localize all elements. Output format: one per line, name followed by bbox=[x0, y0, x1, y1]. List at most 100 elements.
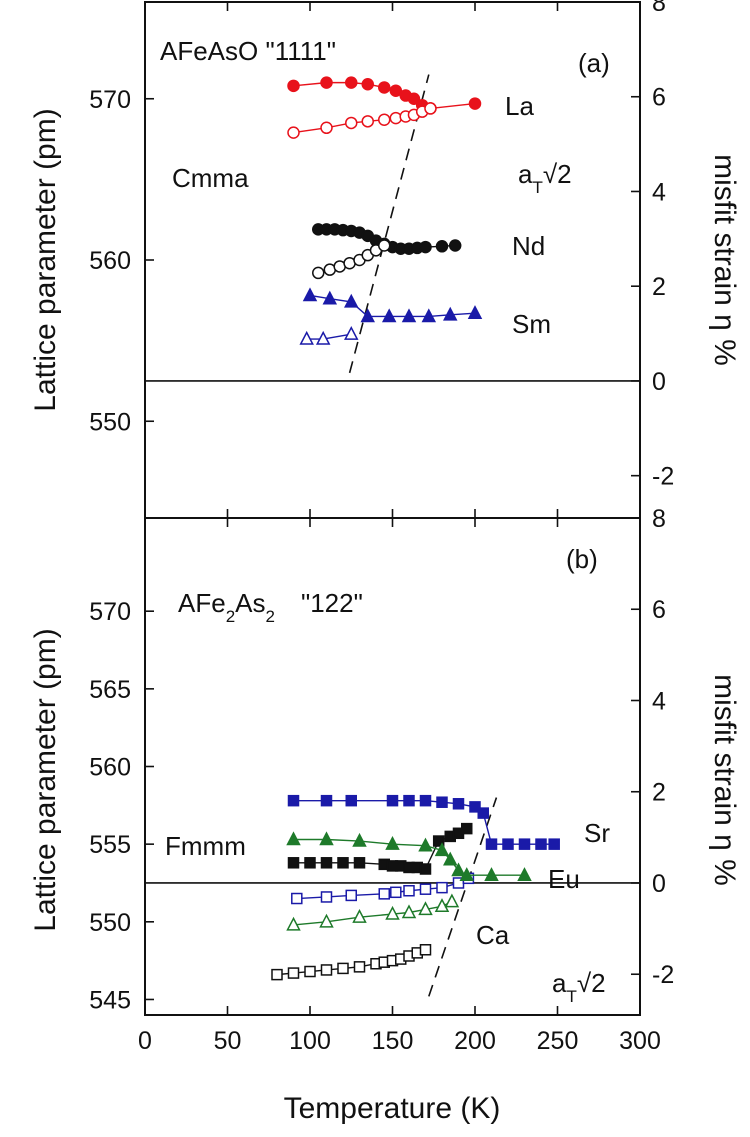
a-y-tick-label: 550 bbox=[89, 408, 131, 436]
a-series-1-point bbox=[320, 121, 333, 135]
b-y2-tick-label: 8 bbox=[652, 505, 666, 533]
a-series-1-point bbox=[424, 102, 437, 115]
a-y-tick-label: 570 bbox=[89, 86, 131, 114]
b-series-4-point bbox=[443, 851, 458, 866]
b-series-4-point bbox=[434, 842, 450, 857]
b-series-0-point bbox=[485, 838, 498, 850]
b-series-2-point bbox=[337, 857, 349, 869]
sr-label: Sr bbox=[584, 818, 610, 848]
b-series-4-point bbox=[459, 867, 474, 881]
ca-label: Ca bbox=[476, 920, 510, 950]
a-series-5-point bbox=[299, 330, 314, 345]
panel-a-y2-label: misfit strain η % bbox=[708, 154, 741, 366]
x-tick-label: 100 bbox=[289, 1027, 331, 1055]
a-series-0-point bbox=[320, 76, 333, 89]
x-tick-label: 300 bbox=[619, 1027, 661, 1055]
b-series-1-point bbox=[436, 881, 448, 894]
b-series-5-point bbox=[286, 916, 301, 931]
a-series-0-point bbox=[389, 84, 403, 97]
b-series-2-point bbox=[419, 863, 432, 875]
a-series-0-point bbox=[345, 76, 358, 89]
a-series-0-point bbox=[468, 97, 482, 110]
a-series-4-point bbox=[322, 290, 338, 305]
b-series-5-point bbox=[444, 893, 460, 908]
b-transition-line bbox=[428, 797, 498, 997]
a-y2-tick-label: 2 bbox=[652, 273, 666, 301]
a-series-5-point bbox=[315, 330, 331, 345]
a-series-0-point bbox=[287, 79, 300, 93]
b-series-4-point bbox=[319, 831, 334, 846]
b-series-5-point bbox=[352, 909, 367, 923]
b-series-2-point bbox=[320, 857, 333, 869]
a-series-5-point bbox=[344, 326, 359, 340]
b-y-tick-label: 560 bbox=[89, 754, 131, 782]
a-series-4-point bbox=[344, 293, 359, 308]
b-y-tick-label: 545 bbox=[89, 986, 131, 1014]
b-series-0-point bbox=[477, 807, 489, 819]
b-y-tick-label: 555 bbox=[89, 831, 131, 859]
b-series-2-point bbox=[461, 822, 473, 835]
nd-label: Nd bbox=[512, 231, 545, 261]
a-series-0-point bbox=[378, 81, 391, 94]
b-y2-tick-label: 6 bbox=[652, 596, 666, 624]
b-series-1-line bbox=[296, 877, 469, 900]
a-series-2-point bbox=[419, 240, 432, 254]
x-tick-label: 150 bbox=[372, 1027, 414, 1055]
b-series-4-point bbox=[418, 837, 433, 852]
b-series-5-point bbox=[385, 905, 400, 920]
b-series-3-point bbox=[304, 965, 316, 978]
a-y2-tick-label: 0 bbox=[652, 368, 666, 396]
b-y2-tick-label: 4 bbox=[652, 687, 666, 715]
x-tick-label: 250 bbox=[537, 1027, 579, 1055]
b-series-4-point bbox=[385, 836, 400, 850]
a-y2-tick-label: 6 bbox=[652, 84, 666, 112]
b-series-0-point bbox=[386, 794, 399, 807]
b-series-5-point bbox=[418, 901, 433, 916]
panel-a-y-label: Lattice parameter (pm) bbox=[29, 108, 62, 411]
b-y2-tick-label: -2 bbox=[652, 961, 674, 989]
b-y2-tick-label: 2 bbox=[652, 779, 666, 807]
panel-a-title: AFeAsO "1111" bbox=[160, 36, 336, 66]
panel-a-phase-label: Cmma bbox=[172, 163, 249, 193]
b-series-0-point bbox=[419, 794, 432, 807]
b-series-3-point bbox=[287, 967, 300, 979]
a-series-0-point bbox=[407, 92, 421, 105]
b-y-tick-label: 570 bbox=[89, 598, 131, 626]
b-series-3-point bbox=[419, 944, 432, 956]
a-series-4-point bbox=[381, 308, 397, 323]
b-series-4-point bbox=[451, 862, 466, 877]
a-y2-tick-label: 8 bbox=[652, 0, 666, 17]
b-series-0-point bbox=[518, 838, 531, 850]
a-series-3-point bbox=[378, 239, 391, 252]
b-series-0-point bbox=[535, 838, 547, 850]
a-y2-tick-label: -2 bbox=[652, 463, 674, 491]
b-series-3-point bbox=[337, 962, 349, 975]
a-series-5-line bbox=[306, 333, 352, 340]
panel-b-y-label: Lattice parameter (pm) bbox=[29, 628, 62, 931]
b-series-1-point bbox=[419, 883, 432, 895]
b-series-0-point bbox=[502, 838, 514, 850]
a-series-2-point bbox=[435, 240, 449, 253]
b-y-tick-label: 565 bbox=[89, 676, 131, 704]
b-series-0-point bbox=[469, 801, 481, 813]
b-series-5-point bbox=[434, 898, 450, 913]
b-series-3-point bbox=[320, 964, 333, 976]
b-series-1-point bbox=[291, 892, 303, 905]
a-series-2-point bbox=[448, 239, 462, 252]
panel-b-title: AFe2As2 "122" bbox=[178, 588, 363, 626]
panel-b-label: (b) bbox=[566, 544, 598, 574]
b-series-0-line bbox=[293, 799, 555, 845]
b-series-4-point bbox=[286, 831, 301, 846]
b-series-2-point bbox=[353, 857, 366, 869]
a-series-4-point bbox=[360, 308, 375, 323]
b-series-0-point bbox=[345, 794, 357, 807]
a-transition-line bbox=[348, 74, 430, 374]
a-series-1-point bbox=[361, 115, 374, 128]
b-series-1-point bbox=[320, 891, 333, 903]
a-series-1-point bbox=[389, 111, 403, 125]
b-series-3-point bbox=[353, 961, 366, 973]
a-series-4-point bbox=[401, 308, 417, 323]
x-tick-label: 0 bbox=[138, 1027, 152, 1055]
b-series-2-point bbox=[304, 857, 316, 869]
